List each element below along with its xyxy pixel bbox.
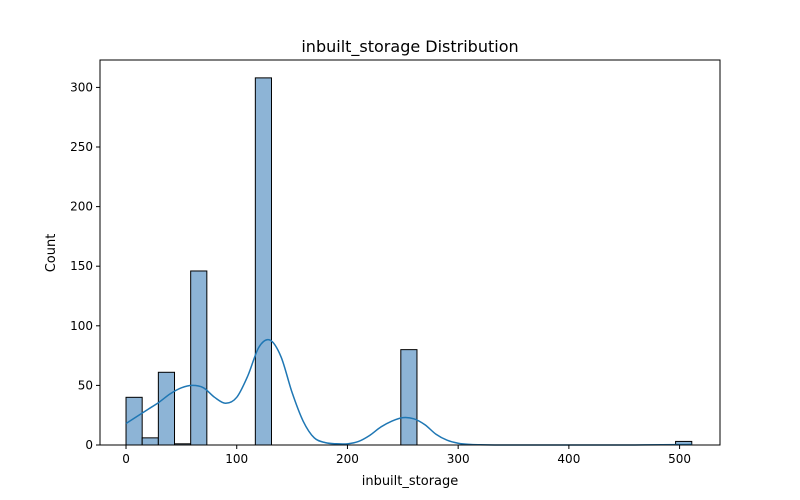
- x-tick-label: 0: [122, 452, 130, 466]
- y-tick-label: 200: [70, 200, 93, 214]
- histogram-bar: [400, 349, 418, 446]
- x-tick-label: 300: [447, 452, 470, 466]
- x-tick-label: 100: [225, 452, 248, 466]
- y-tick-label: 0: [85, 438, 93, 452]
- histogram-bar: [254, 77, 272, 446]
- x-tick-label: 400: [557, 452, 580, 466]
- histogram-bar: [141, 437, 159, 446]
- y-axis-label: Count: [44, 234, 59, 273]
- x-axis-label: inbuilt_storage: [362, 474, 459, 489]
- histogram-bar: [190, 270, 208, 446]
- x-tick-label: 500: [668, 452, 691, 466]
- y-tick-label: 100: [70, 319, 93, 333]
- histogram-bar: [157, 371, 176, 446]
- plot-area-frame: [99, 59, 721, 446]
- x-tick-label: 200: [336, 452, 359, 466]
- y-tick-label: 50: [78, 378, 93, 392]
- y-tick-label: 150: [70, 259, 93, 273]
- chart-title: inbuilt_storage Distribution: [301, 37, 518, 57]
- histogram-bars: [125, 77, 693, 446]
- y-axis-ticks: 0 50 100 150 200 250 300: [70, 80, 100, 452]
- y-tick-label: 300: [70, 80, 93, 94]
- x-axis-ticks: 0 100 200 300 400 500: [122, 445, 691, 466]
- y-tick-label: 250: [70, 140, 93, 154]
